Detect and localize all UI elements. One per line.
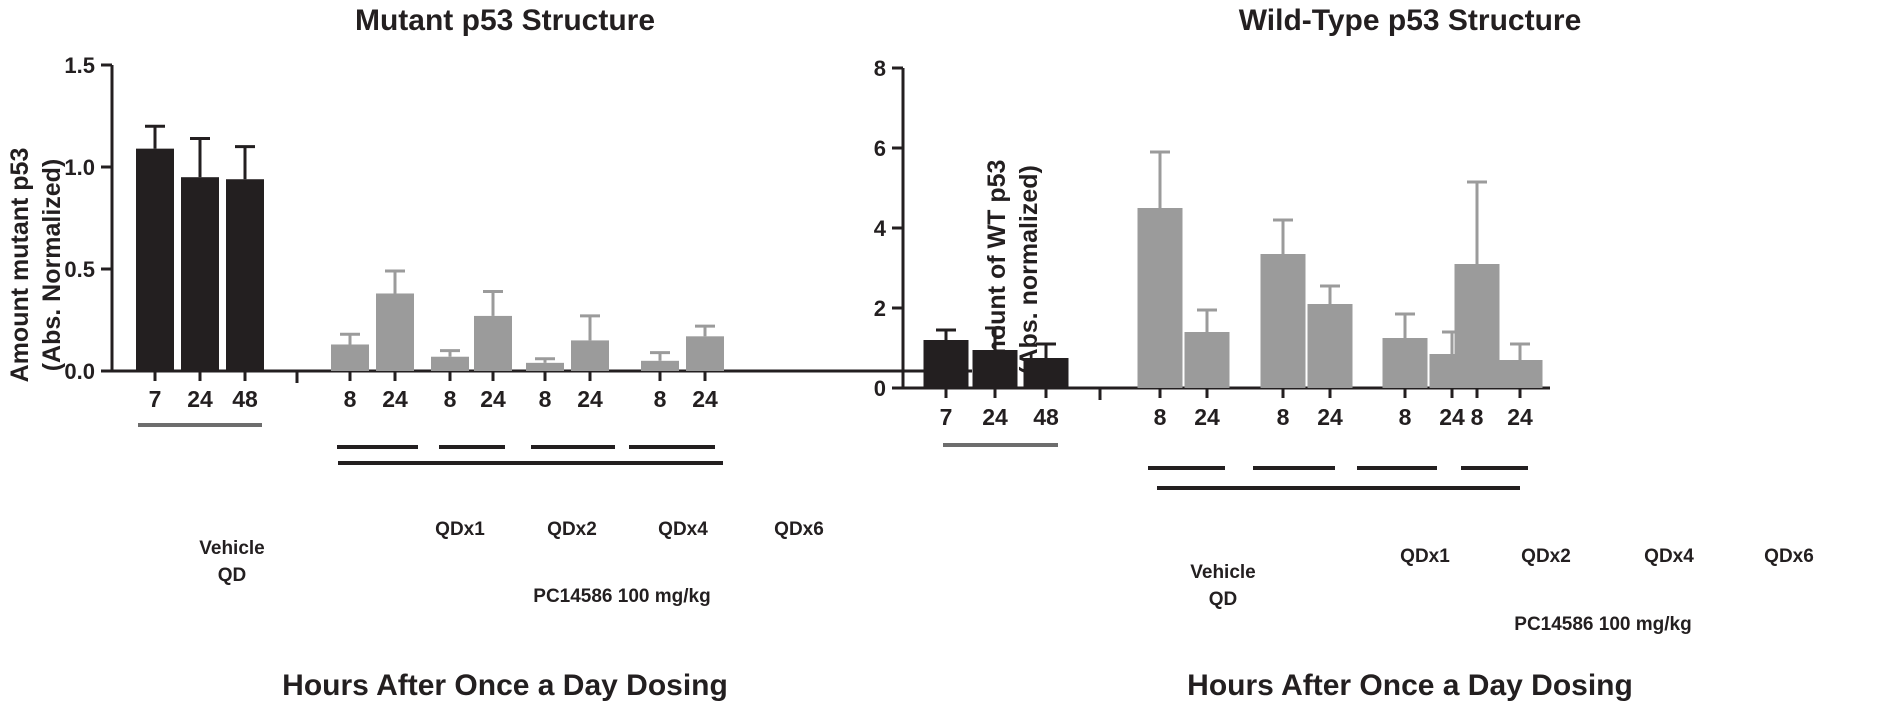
x-category-label-wildtype: 24 (1507, 404, 1533, 430)
x-category-label-mutant: 7 (149, 386, 162, 412)
y-tick-label-wildtype: 4 (874, 216, 887, 241)
group-label-vehicle-line2-mutant: QD (218, 565, 247, 586)
group-label-pc14586-wildtype: PC14586 100 mg/kg (1514, 614, 1691, 635)
y-tick-label-mutant: 1.0 (64, 155, 95, 180)
bar-wildtype (1382, 338, 1428, 388)
y-tick-label-wildtype: 2 (874, 296, 886, 321)
chart-title-wildtype: Wild-Type p53 Structure (1239, 4, 1582, 37)
x-axis-label-wildtype: Hours After Once a Day Dosing (1187, 669, 1633, 702)
bar-mutant (474, 315, 512, 371)
bar-mutant (431, 356, 469, 371)
y-tick-label-mutant: 0.0 (64, 359, 95, 384)
bar-wildtype (972, 350, 1018, 388)
panel-mutant: Mutant p53 Structure Amount mutant p53 (… (6, 4, 972, 702)
x-category-label-mutant: 24 (382, 386, 408, 412)
x-category-label-mutant: 8 (539, 386, 552, 412)
chart-title-mutant: Mutant p53 Structure (355, 4, 655, 37)
panel-wildtype: Wild-Type p53 Structure Amount of WT p53… (874, 4, 1814, 702)
x-category-label-wildtype: 24 (982, 404, 1008, 430)
y-tick-label-wildtype: 6 (874, 136, 886, 161)
bar-mutant (331, 344, 369, 371)
group-label-qdx1-wildtype: QDx1 (1400, 546, 1450, 567)
x-category-label-wildtype: 8 (1154, 404, 1167, 430)
bar-wildtype (923, 340, 969, 388)
group-label-vehicle-line1-mutant: Vehicle (199, 538, 265, 559)
bar-mutant (526, 362, 564, 371)
bar-mutant (686, 336, 724, 371)
x-category-label-wildtype: 8 (1399, 404, 1412, 430)
group-label-qdx4-wildtype: QDx4 (1644, 546, 1694, 567)
group-label-vehicle-line1-wildtype: Vehicle (1190, 562, 1256, 583)
x-category-label-wildtype: 24 (1439, 404, 1465, 430)
x-category-label-mutant: 24 (187, 386, 213, 412)
chart-marks-mutant: 0.00.51.01.57 24 48 8 24 8 24 8 24 8 24 (64, 53, 972, 465)
bar-wildtype (1497, 360, 1543, 388)
bar-wildtype (1260, 254, 1306, 388)
x-category-label-wildtype: 8 (1471, 404, 1484, 430)
group-label-qdx4-mutant: QDx4 (658, 519, 708, 540)
x-axis-label-mutant: Hours After Once a Day Dosing (282, 669, 728, 702)
bar-mutant (136, 148, 174, 371)
bar-wildtype (1184, 332, 1230, 388)
group-label-qdx1-mutant: QDx1 (435, 519, 485, 540)
x-category-label-wildtype: 24 (1194, 404, 1220, 430)
bar-mutant (181, 177, 219, 371)
group-label-pc14586-mutant: PC14586 100 mg/kg (533, 586, 710, 607)
y-axis-label-mutant-line1: Amount mutant p53 (6, 148, 34, 383)
x-category-label-mutant: 24 (692, 386, 718, 412)
x-category-label-wildtype: 8 (1277, 404, 1290, 430)
x-category-label-mutant: 8 (444, 386, 457, 412)
x-category-label-mutant: 48 (232, 386, 258, 412)
group-label-qdx6-wildtype: QDx6 (1764, 546, 1814, 567)
bar-mutant (641, 360, 679, 371)
group-label-vehicle-line2-wildtype: QD (1209, 589, 1238, 610)
y-axis-label-mutant-line2: (Abs. Normalized) (38, 159, 66, 372)
group-label-qdx2-mutant: QDx2 (547, 519, 597, 540)
y-tick-label-wildtype: 0 (874, 376, 886, 401)
y-axis-label-wildtype-line2: (Abs. normalized) (1015, 165, 1043, 375)
x-category-label-wildtype: 7 (940, 404, 953, 430)
y-axis-label-wildtype-line1: Amount of WT p53 (983, 160, 1011, 381)
y-tick-label-mutant: 0.5 (64, 257, 95, 282)
x-category-label-mutant: 8 (344, 386, 357, 412)
y-tick-label-wildtype: 8 (874, 56, 886, 81)
bar-mutant (376, 293, 414, 371)
group-label-qdx2-wildtype: QDx2 (1521, 546, 1571, 567)
bar-wildtype (1137, 208, 1183, 388)
bar-mutant (571, 340, 609, 371)
y-tick-label-mutant: 1.5 (64, 53, 95, 78)
x-category-label-mutant: 24 (577, 386, 603, 412)
bar-mutant (226, 179, 264, 371)
x-category-label-mutant: 24 (480, 386, 506, 412)
x-category-label-wildtype: 48 (1033, 404, 1059, 430)
bar-wildtype (1023, 358, 1069, 388)
bar-wildtype (1307, 304, 1353, 388)
x-category-label-mutant: 8 (654, 386, 667, 412)
x-category-label-wildtype: 24 (1317, 404, 1343, 430)
group-label-qdx6-mutant: QDx6 (774, 519, 824, 540)
bar-wildtype (1454, 264, 1500, 388)
